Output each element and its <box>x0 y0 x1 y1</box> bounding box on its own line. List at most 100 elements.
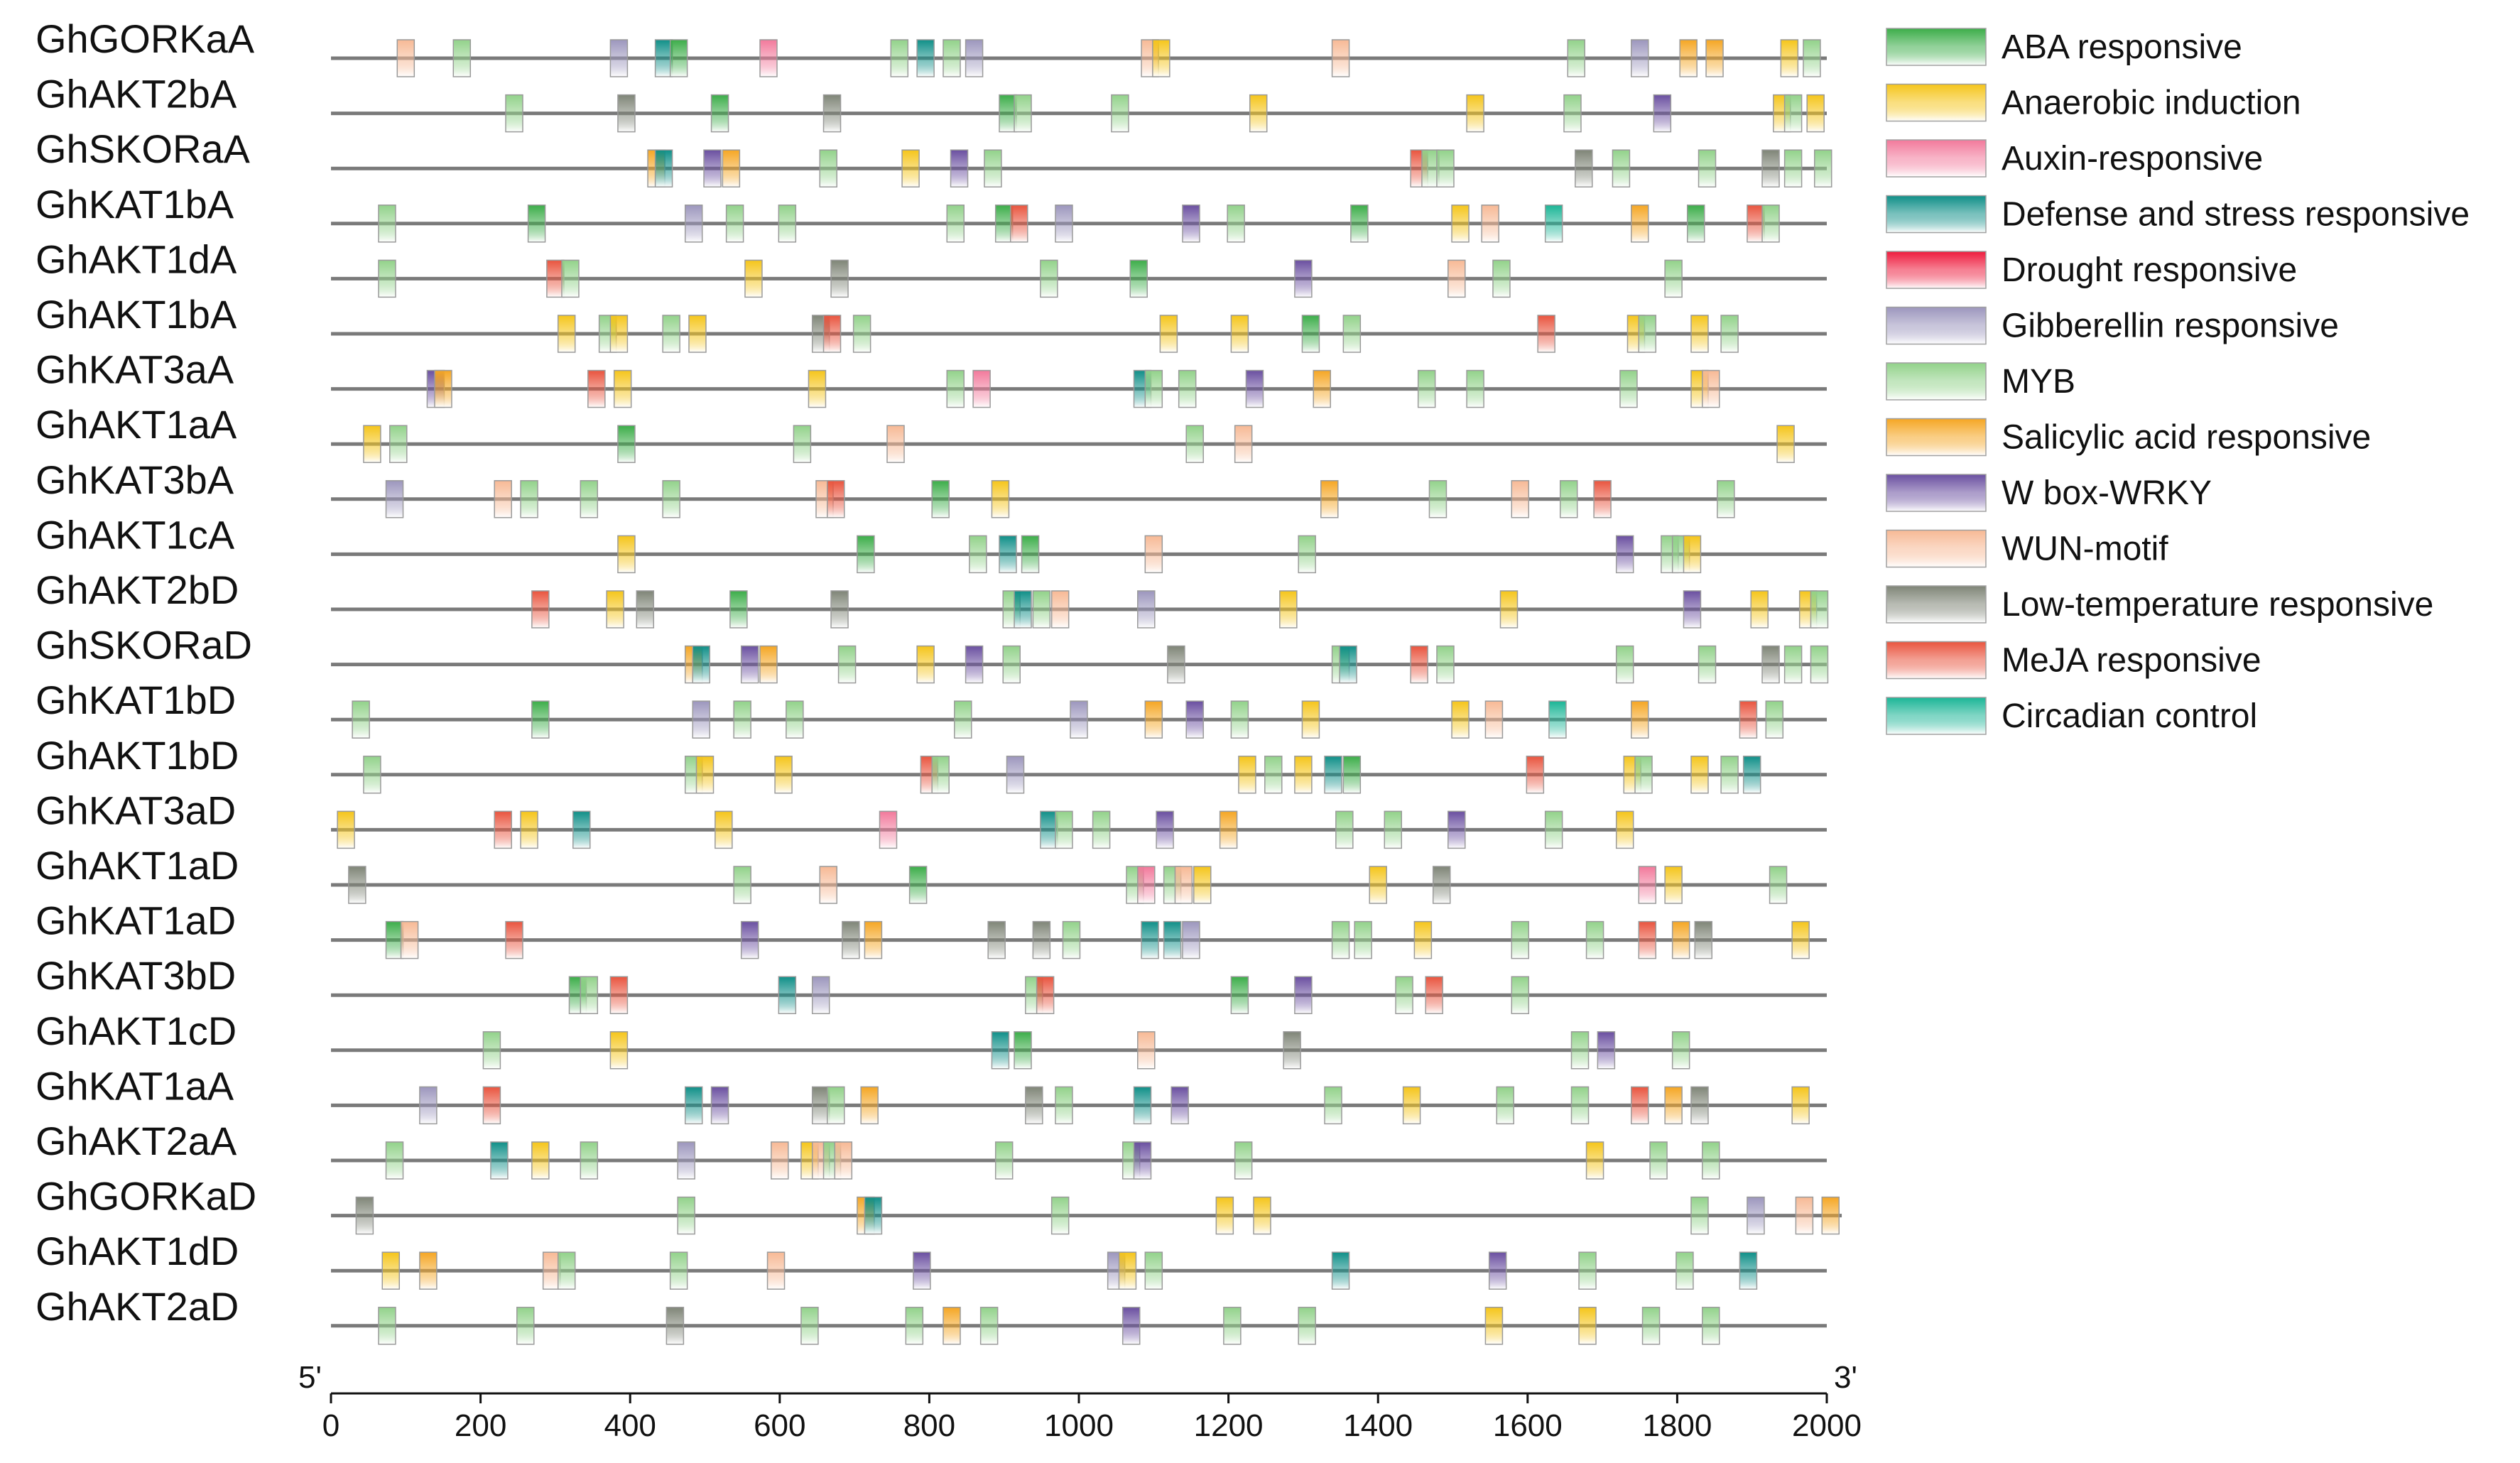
cis-element-ana <box>688 315 707 353</box>
cis-element-def <box>1331 1251 1350 1290</box>
cis-element-sal <box>864 920 883 959</box>
cis-element-ana <box>363 425 381 463</box>
cis-element-mej <box>827 480 845 518</box>
cis-element-gib <box>385 480 404 518</box>
cis-element-ana <box>1451 700 1470 739</box>
cis-element-ltr <box>842 920 860 959</box>
cis-element-ana <box>1451 205 1470 243</box>
cis-element-gib <box>684 205 703 243</box>
cis-element-gib <box>1006 756 1025 794</box>
cis-element-myb <box>557 1251 576 1290</box>
legend-item: Drought responsive <box>1886 251 2297 289</box>
gene-label: GhAKT2bA <box>36 72 237 116</box>
cis-element-ana <box>1683 535 1702 574</box>
cis-element-ltr <box>636 590 655 629</box>
cis-element-gib <box>692 700 710 739</box>
cis-element-myb <box>1055 1086 1073 1125</box>
cis-element-sal <box>1705 39 1724 77</box>
cis-element-wun <box>1050 590 1070 629</box>
cis-element-aux <box>879 810 898 849</box>
cis-element-ltr <box>666 1307 685 1345</box>
cis-element-gib <box>677 1141 695 1180</box>
axis-tick-label: 1400 <box>1343 1408 1413 1443</box>
cis-element-ana <box>1690 756 1709 794</box>
cis-element-myb <box>1223 1307 1242 1345</box>
gene-rows: GhGORKaA GhAKT2bA GhSKORaA GhKAT1bA GhAKT1dA… <box>36 16 1842 1345</box>
cis-element-myb <box>378 205 396 243</box>
cis-element-sal <box>1320 480 1339 518</box>
cis-element-def <box>1739 1251 1758 1290</box>
cis-element-sal <box>1313 369 1331 408</box>
cis-element-myb <box>819 149 837 187</box>
cis-element-myb <box>943 39 961 77</box>
cis-element-sal <box>1219 810 1238 849</box>
cis-element-mej <box>1631 1086 1649 1125</box>
cis-element-def <box>1014 590 1032 629</box>
cis-element-def <box>1141 920 1159 959</box>
cis-element-def <box>692 645 710 684</box>
cis-element-myb <box>1342 315 1362 353</box>
cis-element-myb <box>452 39 472 77</box>
cis-element-wbx <box>1156 810 1174 849</box>
cis-element-myb <box>778 205 797 243</box>
gene-row: GhAKT2bA <box>36 72 1827 133</box>
cis-element-mej <box>822 315 842 353</box>
cis-element-ltr <box>617 94 636 133</box>
cis-element-myb <box>1040 259 1058 298</box>
cis-element-myb <box>389 425 408 463</box>
legend-item: WUN-motif <box>1886 529 2168 568</box>
gene-label: GhAKT1bD <box>36 733 239 778</box>
cis-element-mej <box>1526 756 1545 794</box>
gene-row: GhKAT1aA <box>36 1063 1827 1125</box>
gene-label: GhSKORaD <box>36 623 252 668</box>
cis-element-ltr <box>1761 645 1780 684</box>
cis-element-wun <box>1144 535 1163 574</box>
cis-element-myb <box>1585 920 1604 959</box>
cis-element-myb <box>1062 920 1081 959</box>
cis-element-myb <box>1178 369 1197 408</box>
cis-element-ana <box>774 756 793 794</box>
cis-element-wbx <box>1133 1141 1152 1180</box>
cis-element-gib <box>965 39 984 77</box>
cis-element-myb <box>363 756 381 794</box>
cis-element-gib <box>1137 590 1156 629</box>
gene-row: GhGORKaA <box>36 16 1827 77</box>
legend-label: W box-WRKY <box>2002 474 2212 512</box>
cis-element-sal <box>1664 1086 1683 1125</box>
cis-element-myb <box>1671 1031 1690 1070</box>
three-prime-label: 3' <box>1834 1360 1857 1395</box>
cis-element-ana <box>606 590 624 629</box>
cis-element-aba <box>669 39 688 77</box>
cis-element-myb <box>1563 94 1582 133</box>
cis-element-myb <box>662 315 680 353</box>
cis-element-ana <box>1294 756 1313 794</box>
cis-element-gib <box>1070 700 1088 739</box>
gene-label: GhSKORaA <box>36 126 251 171</box>
cis-element-def <box>1163 920 1182 959</box>
cis-element-myb <box>1634 756 1653 794</box>
legend-label: ABA responsive <box>2002 28 2242 66</box>
cis-element-ana <box>916 645 935 684</box>
cis-element-myb <box>1264 756 1283 794</box>
cis-element-mej <box>1036 976 1055 1014</box>
gene-label: GhKAT1bA <box>36 182 234 227</box>
cis-element-aba <box>1230 976 1249 1014</box>
gene-row: GhAKT1bD <box>36 733 1827 794</box>
axis-tick-label: 200 <box>455 1408 506 1443</box>
axis-tick-label: 1800 <box>1642 1408 1712 1443</box>
cis-element-aba <box>1301 315 1320 353</box>
cis-element-wun <box>1484 700 1504 739</box>
cis-element-mej <box>505 920 523 959</box>
cis-element-ana <box>1215 1196 1234 1235</box>
cis-element-ana <box>613 369 632 408</box>
cis-element-def <box>1133 1086 1152 1125</box>
cis-element-wun <box>1702 369 1720 408</box>
gene-row: GhAKT1bA <box>36 292 1827 353</box>
cis-element-myb <box>905 1307 924 1345</box>
cis-element-ltr <box>1167 645 1185 684</box>
gene-row: GhSKORaA <box>36 126 1832 187</box>
cis-element-myb <box>852 315 871 353</box>
cis-element-ana <box>1249 94 1268 133</box>
cis-element-myb <box>1559 480 1578 518</box>
cis-element-myb <box>1230 700 1249 739</box>
